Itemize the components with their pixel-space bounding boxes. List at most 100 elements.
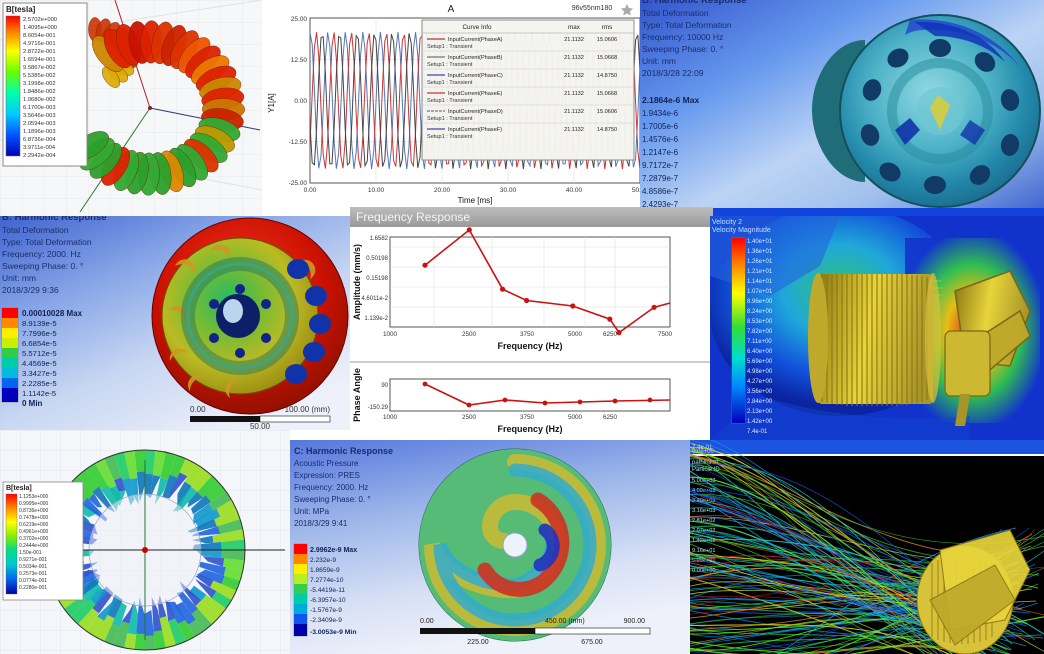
svg-text:InputCurrent(PhaseC): InputCurrent(PhaseC) <box>448 73 503 79</box>
svg-text:96v55nm180: 96v55nm180 <box>572 5 613 12</box>
svg-text:12.50: 12.50 <box>291 57 308 64</box>
svg-text:0.6219e+000: 0.6219e+000 <box>19 522 49 528</box>
svg-text:5.5712e-5: 5.5712e-5 <box>22 349 57 358</box>
svg-text:Type: Total Deformation: Type: Total Deformation <box>642 20 732 30</box>
svg-text:21.1132: 21.1132 <box>564 37 584 43</box>
svg-text:21.1132: 21.1132 <box>564 127 584 133</box>
svg-text:8.53e+00: 8.53e+00 <box>747 319 773 325</box>
svg-text:6250: 6250 <box>603 414 618 421</box>
svg-text:0.00: 0.00 <box>190 405 206 414</box>
svg-text:1.8486e-002: 1.8486e-002 <box>23 89 56 95</box>
svg-text:3.5646e-003: 3.5646e-003 <box>23 113 56 119</box>
svg-text:2.9962e-9 Max: 2.9962e-9 Max <box>310 547 357 554</box>
svg-text:50.00: 50.00 <box>250 422 271 430</box>
svg-text:3750: 3750 <box>520 414 535 421</box>
svg-text:0.15198: 0.15198 <box>366 276 388 282</box>
svg-text:Frequency: 2000. Hz: Frequency: 2000. Hz <box>2 249 81 259</box>
svg-text:15.0668: 15.0668 <box>597 55 617 61</box>
svg-text:Frequency: 10000 Hz: Frequency: 10000 Hz <box>642 32 723 42</box>
svg-text:Amplitude (mm/s): Amplitude (mm/s) <box>352 244 362 320</box>
svg-text:Frequency Response: Frequency Response <box>356 210 470 224</box>
svg-text:0.2573e-001: 0.2573e-001 <box>19 571 47 577</box>
svg-text:7.82e+00: 7.82e+00 <box>747 329 773 335</box>
svg-text:7.11e+00: 7.11e+00 <box>747 339 772 345</box>
svg-text:6.1700e-003: 6.1700e-003 <box>23 105 56 111</box>
svg-text:3.9711e-004: 3.9711e-004 <box>23 145 56 151</box>
svg-text:6.8736e-004: 6.8736e-004 <box>23 137 56 143</box>
svg-text:B: Harmonic Response: B: Harmonic Response <box>642 0 747 6</box>
svg-text:2.84e+00: 2.84e+00 <box>747 399 773 405</box>
svg-text:5.69e+00: 5.69e+00 <box>747 359 773 365</box>
svg-text:Sweeping Phase: 0. °: Sweeping Phase: 0. ° <box>642 44 723 54</box>
svg-text:0.2280e-001: 0.2280e-001 <box>19 585 47 591</box>
svg-text:Curve Info: Curve Info <box>462 24 492 31</box>
svg-text:3.3427e-5: 3.3427e-5 <box>22 369 57 378</box>
svg-text:InputCurrent(PhaseD): InputCurrent(PhaseD) <box>448 109 503 115</box>
svg-text:B[tesla]: B[tesla] <box>6 485 32 492</box>
svg-text:2.8722e-001: 2.8722e-001 <box>23 49 56 55</box>
svg-text:Setup1 : Transient: Setup1 : Transient <box>427 80 473 86</box>
svg-text:0 Min: 0 Min <box>22 399 43 408</box>
svg-text:-2.3409e-9: -2.3409e-9 <box>310 617 342 624</box>
svg-text:7.2774e-10: 7.2774e-10 <box>310 577 344 584</box>
svg-text:0.00: 0.00 <box>294 98 307 105</box>
svg-text:0.9271e-001: 0.9271e-001 <box>19 557 47 563</box>
svg-text:5000: 5000 <box>568 331 583 338</box>
svg-text:1.6594e-001: 1.6594e-001 <box>23 57 56 63</box>
svg-text:Frequency: 2000. Hz: Frequency: 2000. Hz <box>294 483 368 492</box>
svg-text:4.8586e-7: 4.8586e-7 <box>642 187 679 196</box>
svg-text:Frequency (Hz): Frequency (Hz) <box>497 341 562 351</box>
svg-text:1.07e+01: 1.07e+01 <box>747 289 773 295</box>
svg-text:15.0606: 15.0606 <box>597 109 617 115</box>
svg-text:Setup1 : Transient: Setup1 : Transient <box>427 134 473 140</box>
svg-text:0.7478e+000: 0.7478e+000 <box>19 515 49 521</box>
svg-text:21.1132: 21.1132 <box>564 91 584 97</box>
svg-text:Acoustic Pressure: Acoustic Pressure <box>294 459 359 468</box>
svg-text:1.14e+01: 1.14e+01 <box>747 279 773 285</box>
svg-text:-6.3957e-10: -6.3957e-10 <box>310 597 346 604</box>
svg-text:0.00: 0.00 <box>420 618 434 625</box>
svg-text:0.9995e+000: 0.9995e+000 <box>19 501 49 507</box>
svg-text:1.1253e+000: 1.1253e+000 <box>19 494 49 500</box>
svg-text:Unit: MPa: Unit: MPa <box>294 507 330 516</box>
svg-text:21.1132: 21.1132 <box>564 55 584 61</box>
svg-text:1.139e-2: 1.139e-2 <box>364 316 388 322</box>
svg-text:Time [ms]: Time [ms] <box>458 196 493 205</box>
svg-text:1.50e-001: 1.50e-001 <box>19 550 42 556</box>
svg-text:2.5702e+000: 2.5702e+000 <box>23 17 57 23</box>
svg-text:InputCurrent(PhaseA): InputCurrent(PhaseA) <box>448 37 503 43</box>
svg-text:B: Harmonic Response: B: Harmonic Response <box>2 216 107 223</box>
svg-text:3750: 3750 <box>520 331 535 338</box>
svg-text:9.5867e-002: 9.5867e-002 <box>23 65 56 71</box>
svg-text:2018/3/29 9:41: 2018/3/29 9:41 <box>294 519 348 528</box>
svg-text:1.1896e-003: 1.1896e-003 <box>23 129 56 135</box>
svg-text:Setup1 : Transient: Setup1 : Transient <box>427 44 473 50</box>
svg-text:15.0668: 15.0668 <box>597 91 617 97</box>
svg-text:Total Deformation: Total Deformation <box>2 225 69 235</box>
svg-text:Type: Total Deformation: Type: Total Deformation <box>2 237 92 247</box>
svg-text:2018/3/28 22:09: 2018/3/28 22:09 <box>642 68 704 78</box>
svg-text:B[tesla]: B[tesla] <box>6 5 36 14</box>
svg-text:2.2285e-5: 2.2285e-5 <box>22 379 57 388</box>
svg-text:rms: rms <box>602 24 613 31</box>
svg-text:675.00: 675.00 <box>581 639 603 646</box>
svg-text:0.0774e-001: 0.0774e-001 <box>19 578 47 584</box>
svg-text:2500: 2500 <box>462 331 477 338</box>
svg-text:14.8750: 14.8750 <box>597 127 617 133</box>
svg-text:Velocity Magnitude: Velocity Magnitude <box>712 227 771 234</box>
svg-text:InputCurrent(PhaseF): InputCurrent(PhaseF) <box>448 127 502 133</box>
svg-text:2500: 2500 <box>462 414 477 421</box>
svg-text:4.4569e-5: 4.4569e-5 <box>22 359 57 368</box>
svg-text:1.26e+01: 1.26e+01 <box>747 259 773 265</box>
svg-text:2.232e-9: 2.232e-9 <box>310 557 336 564</box>
svg-text:-25.00: -25.00 <box>289 180 308 187</box>
svg-text:1.9434e-6: 1.9434e-6 <box>642 109 679 118</box>
svg-text:1.21e+01: 1.21e+01 <box>747 269 773 275</box>
svg-text:4.27e+00: 4.27e+00 <box>747 379 773 385</box>
svg-text:20.00: 20.00 <box>434 187 451 194</box>
svg-text:6.40e+00: 6.40e+00 <box>747 349 773 355</box>
svg-text:1.6582: 1.6582 <box>370 236 389 242</box>
svg-text:30.00: 30.00 <box>500 187 517 194</box>
svg-text:2.2942e-004: 2.2942e-004 <box>23 153 56 159</box>
svg-text:1000: 1000 <box>383 331 398 338</box>
